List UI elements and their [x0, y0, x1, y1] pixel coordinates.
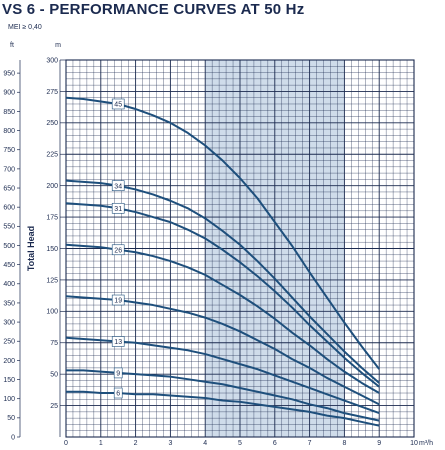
ft-tick-label: 550 [3, 224, 15, 231]
curve-label-box [113, 367, 123, 379]
ft-tick-label: 450 [3, 262, 15, 269]
m-tick-label: 100 [46, 309, 58, 316]
ft-tick-label: 250 [3, 339, 15, 346]
curve-label: 45 [114, 102, 122, 109]
curve-label-box [111, 294, 125, 306]
curve-label: 34 [114, 183, 122, 190]
curve-label-box [113, 387, 123, 399]
ft-tick-label: 650 [3, 185, 15, 192]
m-tick-label: 125 [46, 277, 58, 284]
m-tick-label: 250 [46, 120, 58, 127]
curve-label: 31 [114, 206, 122, 213]
ft-tick-label: 50 [7, 415, 15, 422]
x-tick-label: 2 [134, 440, 138, 447]
y-axis-title: Total Head [26, 226, 36, 271]
ft-tick-label: 750 [3, 147, 15, 154]
ft-tick-label: 200 [3, 358, 15, 365]
curve-label: 6 [116, 391, 120, 398]
ft-tick-label: 350 [3, 300, 15, 307]
curve-label-box [111, 244, 125, 256]
m-tick-label: 50 [50, 372, 58, 379]
x-tick-label: 3 [168, 440, 172, 447]
curve-label-box [111, 202, 125, 214]
ft-tick-label: 400 [3, 281, 15, 288]
ft-tick-label: 700 [3, 166, 15, 173]
curve-label: 19 [114, 298, 122, 305]
m-tick-label: 175 [46, 214, 58, 221]
m-tick-label: 225 [46, 152, 58, 159]
curve-label-box [111, 336, 125, 347]
ft-tick-label: 800 [3, 128, 15, 135]
curve-label-box [111, 180, 125, 191]
curve-label: 13 [114, 339, 122, 346]
m-axis-unit: m [55, 42, 61, 49]
x-tick-label: 8 [342, 440, 346, 447]
chart-title: VS 6 - PERFORMANCE CURVES AT 50 Hz [2, 1, 305, 18]
ft-tick-label: 600 [3, 205, 15, 212]
x-tick-label: 9 [377, 440, 381, 447]
x-axis-unit: m³/h [419, 440, 433, 447]
ft-tick-label: 300 [3, 319, 15, 326]
ft-tick-label: 0 [11, 434, 15, 441]
m-tick-label: 25 [50, 403, 58, 410]
m-tick-label: 275 [46, 89, 58, 96]
curve-label: 26 [114, 247, 122, 254]
x-tick-label: 6 [273, 440, 277, 447]
x-tick-label: 10 [410, 440, 418, 447]
ft-tick-label: 900 [3, 90, 15, 97]
ft-axis-unit: ft [10, 42, 14, 49]
ft-tick-label: 950 [3, 71, 15, 78]
m-tick-label: 150 [46, 246, 58, 253]
curve-label: 9 [116, 371, 120, 378]
ft-tick-label: 150 [3, 377, 15, 384]
x-tick-label: 4 [203, 440, 207, 447]
ft-tick-label: 100 [3, 396, 15, 403]
x-tick-label: 5 [238, 440, 242, 447]
m-tick-label: 200 [46, 183, 58, 190]
m-tick-label: 75 [50, 340, 58, 347]
chart-subtitle: MEI ≥ 0,40 [8, 24, 42, 31]
x-tick-label: 0 [64, 440, 68, 447]
x-tick-label: 1 [99, 440, 103, 447]
x-tick-label: 7 [308, 440, 312, 447]
curve-label-box [111, 98, 125, 110]
ft-tick-label: 500 [3, 243, 15, 250]
ft-tick-label: 850 [3, 109, 15, 116]
m-tick-label: 300 [46, 57, 58, 64]
